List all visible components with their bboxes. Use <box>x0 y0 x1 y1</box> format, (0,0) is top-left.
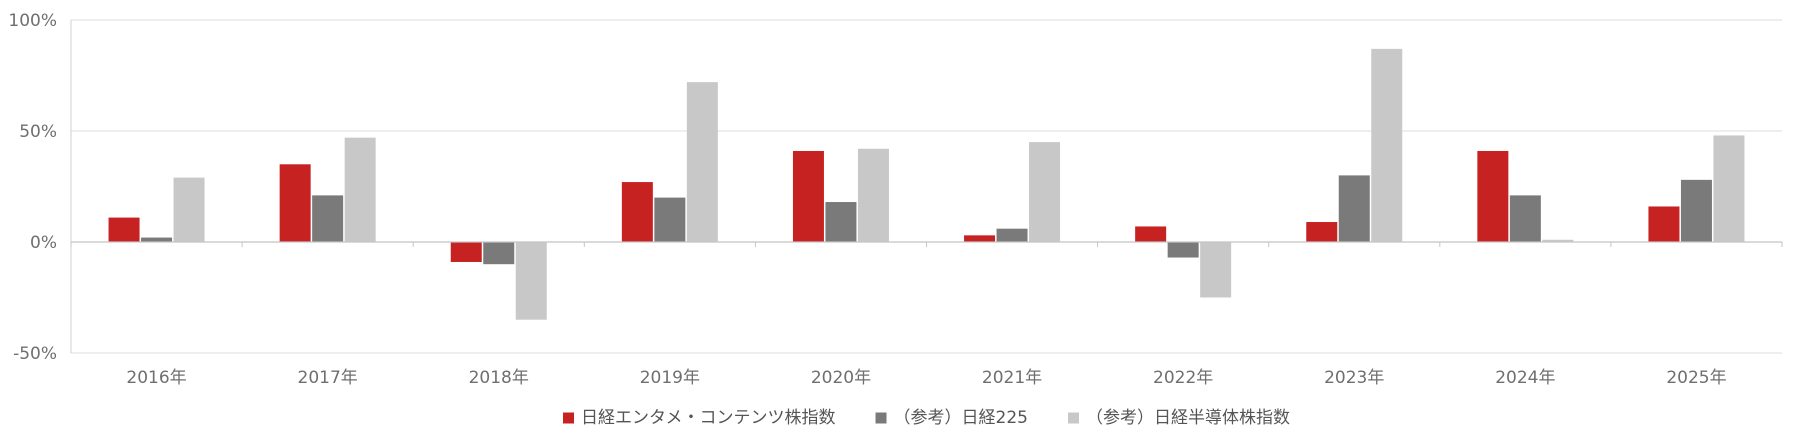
x-tick-label: 2017年 <box>298 368 358 388</box>
bar-2024年-series-3 <box>1542 239 1574 242</box>
x-tick-label: 2019年 <box>640 368 700 388</box>
y-tick-label: 50% <box>19 122 57 142</box>
gridlines <box>71 19 1782 354</box>
legend: 日経エンタメ・コンテンツ株指数 （参考）日経225 （参考）日経半導体株指数 <box>563 408 1290 428</box>
x-tick-label: 2020年 <box>811 368 871 388</box>
y-axis: -50% 0% 50% 100% <box>8 11 72 364</box>
legend-label: （参考）日経半導体株指数 <box>1086 408 1290 428</box>
bar-2023年-series-3 <box>1371 48 1403 242</box>
bar-2025年-series-1 <box>1648 206 1680 242</box>
bar-2022年-series-2 <box>1167 242 1199 258</box>
bar-2018年-series-3 <box>515 242 547 320</box>
y-tick-label: 100% <box>8 11 57 31</box>
bar-2017年-series-1 <box>279 164 311 242</box>
bar-2023年-series-2 <box>1338 175 1370 242</box>
bar-2016年-series-3 <box>173 177 205 242</box>
bar-2019年-series-1 <box>621 182 653 242</box>
bar-2016年-series-1 <box>108 217 140 242</box>
bar-2022年-series-1 <box>1135 226 1167 242</box>
y-tick-label: -50% <box>13 344 57 364</box>
y-tick-label: 0% <box>30 233 57 253</box>
bar-2018年-series-1 <box>450 242 482 262</box>
x-tick-label: 2018年 <box>469 368 529 388</box>
x-tick-label: 2021年 <box>982 368 1042 388</box>
x-axis <box>70 241 1783 247</box>
bar-2016年-series-2 <box>141 237 173 242</box>
bar-2024年-series-1 <box>1477 150 1509 242</box>
bar-2020年-series-3 <box>857 148 889 242</box>
x-tick-label: 2023年 <box>1324 368 1384 388</box>
legend-item-1: 日経エンタメ・コンテンツ株指数 <box>563 408 836 428</box>
bar-2017年-series-2 <box>312 195 344 242</box>
x-tick-label: 2016年 <box>126 368 186 388</box>
x-tick-label: 2024年 <box>1495 368 1555 388</box>
bar-2018年-series-2 <box>483 242 515 265</box>
bar-2019年-series-3 <box>686 82 718 242</box>
x-tick-label: 2022年 <box>1153 368 1213 388</box>
bar-2025年-series-2 <box>1680 179 1712 242</box>
legend-label: （参考）日経225 <box>894 408 1028 428</box>
legend-item-3: （参考）日経半導体株指数 <box>1067 408 1290 428</box>
bar-2021年-series-1 <box>964 235 996 242</box>
bar-2024年-series-2 <box>1509 195 1541 242</box>
bar-2021年-series-2 <box>996 228 1028 242</box>
bar-2021年-series-3 <box>1029 142 1061 242</box>
legend-swatch <box>875 412 887 424</box>
bar-2025年-series-3 <box>1713 135 1745 242</box>
bar-2017年-series-3 <box>344 137 376 242</box>
bar-2020年-series-2 <box>825 202 857 242</box>
legend-swatch <box>563 412 575 424</box>
bars <box>108 48 1745 320</box>
legend-item-2: （参考）日経225 <box>875 408 1028 428</box>
legend-swatch <box>1067 412 1079 424</box>
bar-2022年-series-3 <box>1200 242 1232 298</box>
bar-2023年-series-1 <box>1306 222 1338 242</box>
x-tick-labels: 2016年 2017年 2018年 2019年 2020年 2021年 2022年 2023年… <box>126 368 1726 388</box>
bar-2019年-series-2 <box>654 197 686 242</box>
x-tick-label: 2025年 <box>1666 368 1726 388</box>
bar-2020年-series-1 <box>792 150 824 242</box>
legend-label: 日経エンタメ・コンテンツ株指数 <box>581 408 836 428</box>
